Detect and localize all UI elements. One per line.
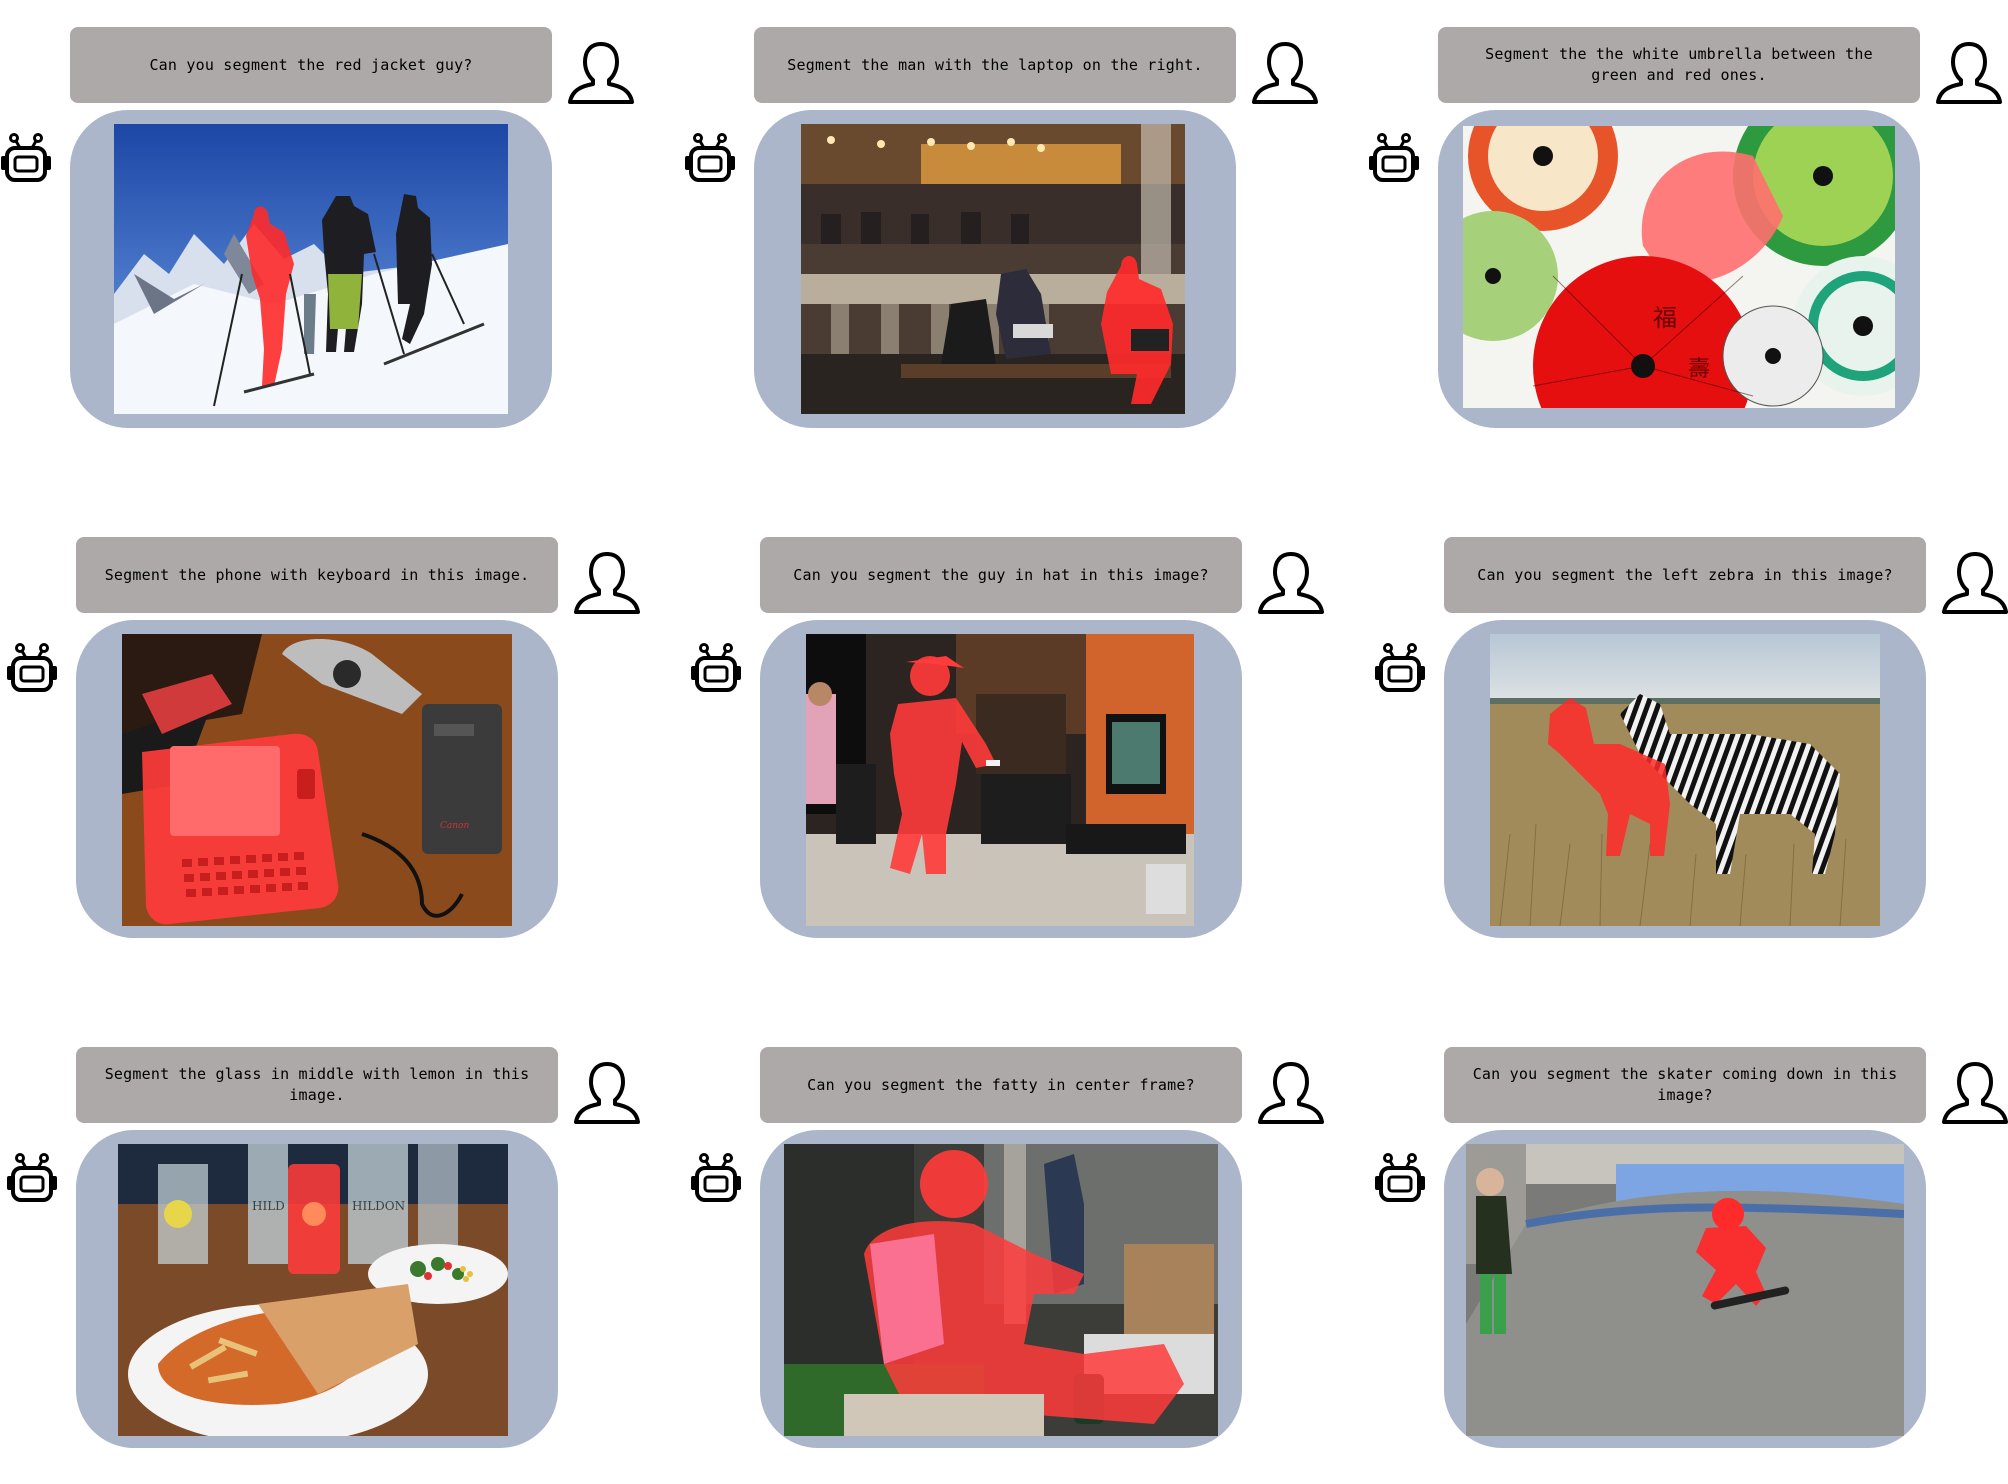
robot-icon <box>1368 132 1420 182</box>
response-frame <box>70 110 552 428</box>
prompt-bubble: Can you segment the left zebra in this i… <box>1444 537 1926 613</box>
prompt-bubble: Can you segment the fatty in center fram… <box>760 1047 1242 1123</box>
svg-text:福: 福 <box>1653 304 1677 332</box>
robot-icon <box>1374 642 1426 692</box>
panel-1: Can you segment the red jacket guy? <box>0 0 668 430</box>
prompt-bubble: Segment the phone with keyboard in this … <box>76 537 558 613</box>
segmented-photo <box>1490 634 1880 926</box>
bottle-brand-label: HILD <box>252 1199 285 1213</box>
robot-icon <box>6 1152 58 1202</box>
response-frame <box>760 1130 1242 1448</box>
user-icon <box>574 552 640 614</box>
prompt-bubble: Can you segment the guy in hat in this i… <box>760 537 1242 613</box>
response-frame <box>754 110 1236 428</box>
segmented-photo <box>1466 1144 1904 1436</box>
prompt-bubble: Segment the man with the laptop on the r… <box>754 27 1236 103</box>
segmented-photo <box>784 1144 1218 1436</box>
user-icon <box>1252 42 1318 104</box>
robot-icon <box>6 642 58 692</box>
response-frame: 福 壽 <box>1438 110 1920 428</box>
prompt-bubble: Can you segment the red jacket guy? <box>70 27 552 103</box>
phone-brand-label: Canon <box>440 821 469 831</box>
response-frame <box>1444 1130 1926 1448</box>
prompt-bubble: Segment the the white umbrella between t… <box>1438 27 1920 103</box>
prompt-bubble: Can you segment the skater coming down i… <box>1444 1047 1926 1123</box>
segmented-photo: HILD HILDON <box>118 1144 508 1436</box>
user-icon <box>568 42 634 104</box>
segmented-photo <box>801 124 1185 414</box>
response-frame <box>1444 620 1926 938</box>
segmented-photo <box>114 124 508 414</box>
panel-5: Can you segment the guy in hat in this i… <box>690 510 1358 940</box>
panel-6: Can you segment the left zebra in this i… <box>1374 510 2008 940</box>
user-icon <box>1936 42 2002 104</box>
robot-icon <box>690 642 742 692</box>
response-frame: HILD HILDON <box>76 1130 558 1448</box>
panel-3: Segment the the white umbrella between t… <box>1368 0 2008 430</box>
user-icon <box>1942 552 2008 614</box>
bottle-brand-label: HILDON <box>352 1199 405 1213</box>
response-frame: Canon <box>76 620 558 938</box>
panel-4: Segment the phone with keyboard in this … <box>6 510 674 940</box>
panel-2: Segment the man with the laptop on the r… <box>684 0 1352 430</box>
segmented-photo: Canon <box>122 634 512 926</box>
panel-9: Can you segment the skater coming down i… <box>1374 1020 2008 1450</box>
panel-8: Can you segment the fatty in center fram… <box>690 1020 1358 1450</box>
segmented-photo <box>806 634 1194 926</box>
robot-icon <box>1374 1152 1426 1202</box>
robot-icon <box>690 1152 742 1202</box>
segmented-photo: 福 壽 <box>1463 126 1895 408</box>
user-icon <box>1258 1062 1324 1124</box>
prompt-bubble: Segment the glass in middle with lemon i… <box>76 1047 558 1123</box>
robot-icon <box>0 132 52 182</box>
svg-text:壽: 壽 <box>1688 357 1710 382</box>
robot-icon <box>684 132 736 182</box>
response-frame <box>760 620 1242 938</box>
panel-7: Segment the glass in middle with lemon i… <box>6 1020 674 1450</box>
user-icon <box>1258 552 1324 614</box>
user-icon <box>1942 1062 2008 1124</box>
user-icon <box>574 1062 640 1124</box>
